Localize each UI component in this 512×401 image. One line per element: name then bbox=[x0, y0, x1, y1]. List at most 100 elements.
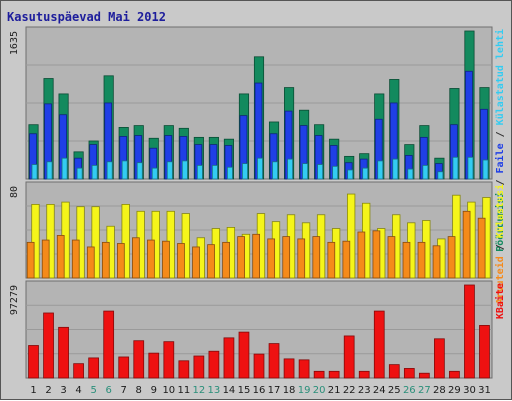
x-tick-label-30: 30 bbox=[463, 385, 476, 396]
legend-entry-kbaite: KBaite bbox=[494, 283, 506, 319]
bar-top-k-lastatud-lehti-24 bbox=[377, 160, 384, 180]
bar-top-k-lastatud-lehti-12 bbox=[196, 165, 203, 180]
bar-top-k-lastatud-lehti-16 bbox=[257, 157, 263, 180]
bar-middle-arvuteid-20 bbox=[312, 236, 321, 279]
bar-middle-arvuteid-31 bbox=[477, 217, 486, 279]
bar-bottom-kbaite-12 bbox=[193, 355, 205, 379]
panel-bottom-ymax-label: 97279 bbox=[9, 285, 20, 315]
bar-bottom-kbaite-5 bbox=[88, 357, 100, 379]
legend-entry-p-rdumisi: Pöördumisi bbox=[494, 192, 506, 252]
bar-middle-arvuteid-22 bbox=[342, 240, 351, 279]
bar-top-k-lastatud-lehti-15 bbox=[242, 163, 248, 180]
bar-bottom-kbaite-11 bbox=[178, 360, 190, 379]
bar-top-k-lastatud-lehti-1 bbox=[31, 164, 38, 180]
bar-top-k-lastatud-lehti-26 bbox=[407, 168, 414, 180]
bar-bottom-kbaite-24 bbox=[373, 310, 385, 379]
bar-middle-külastusi-1 bbox=[31, 203, 40, 279]
bar-middle-arvuteid-21 bbox=[327, 241, 336, 279]
bar-bottom-kbaite-1 bbox=[28, 345, 39, 379]
bar-bottom-kbaite-26 bbox=[403, 368, 415, 379]
bar-middle-arvuteid-16 bbox=[252, 233, 261, 279]
bar-top-k-lastatud-lehti-14 bbox=[226, 166, 233, 180]
bar-middle-arvuteid-23 bbox=[357, 231, 366, 279]
bar-top-k-lastatud-lehti-19 bbox=[302, 163, 309, 180]
bar-bottom-kbaite-10 bbox=[163, 341, 175, 379]
bar-top-k-lastatud-lehti-28 bbox=[437, 171, 444, 180]
x-tick-label-26: 26 bbox=[403, 385, 416, 396]
x-tick-label-4: 4 bbox=[75, 385, 81, 396]
bar-bottom-kbaite-30 bbox=[464, 284, 475, 379]
bar-middle-arvuteid-12 bbox=[192, 246, 200, 279]
legend-entry-k-lastatud-lehti: Külastatud lehti bbox=[494, 29, 506, 125]
x-tick-label-14: 14 bbox=[223, 385, 236, 396]
legend-entry-k-lastusi: Külastusi bbox=[494, 184, 506, 238]
bar-bottom-kbaite-19 bbox=[298, 359, 310, 379]
x-tick-label-21: 21 bbox=[328, 385, 341, 396]
bar-bottom-kbaite-17 bbox=[268, 343, 280, 379]
bar-top-k-lastatud-lehti-4 bbox=[76, 167, 83, 180]
bar-middle-arvuteid-25 bbox=[387, 236, 396, 279]
bar-top-k-lastatud-lehti-3 bbox=[61, 157, 68, 180]
bar-middle-arvuteid-3 bbox=[56, 235, 65, 279]
x-tick-label-15: 15 bbox=[238, 385, 251, 396]
bar-middle-arvuteid-5 bbox=[86, 246, 95, 279]
panel-middle-legend: Arvuteid / Külastusi bbox=[494, 184, 506, 304]
bar-top-k-lastatud-lehti-23 bbox=[362, 167, 369, 180]
bar-middle-arvuteid-28 bbox=[432, 245, 441, 279]
bar-top-k-lastatud-lehti-2 bbox=[46, 161, 53, 180]
bar-middle-arvuteid-24 bbox=[372, 230, 381, 279]
bar-top-k-lastatud-lehti-17 bbox=[272, 161, 278, 180]
x-tick-label-6: 6 bbox=[105, 385, 111, 396]
bar-top-k-lastatud-lehti-11 bbox=[181, 160, 188, 180]
bar-bottom-kbaite-7 bbox=[118, 356, 130, 379]
x-tick-label-18: 18 bbox=[283, 385, 296, 396]
x-tick-label-25: 25 bbox=[388, 385, 401, 396]
legend-separator: / bbox=[495, 238, 506, 256]
bar-top-k-lastatud-lehti-30 bbox=[467, 156, 474, 180]
bar-middle-arvuteid-4 bbox=[71, 239, 80, 279]
panel-top-legend: Pöördumisi / Faile / Külastatud lehti bbox=[494, 29, 506, 252]
bar-bottom-kbaite-21 bbox=[328, 370, 340, 379]
bar-middle-arvuteid-14 bbox=[222, 241, 230, 279]
x-tick-label-20: 20 bbox=[313, 385, 326, 396]
x-tick-label-7: 7 bbox=[121, 385, 127, 396]
bar-middle-külastusi-5 bbox=[91, 206, 100, 279]
x-tick-label-10: 10 bbox=[162, 385, 175, 396]
panel-top-ymax-label: 1635 bbox=[9, 31, 20, 55]
legend-separator: / bbox=[495, 174, 506, 192]
x-tick-label-19: 19 bbox=[298, 385, 311, 396]
bar-bottom-kbaite-23 bbox=[358, 370, 370, 379]
bar-middle-arvuteid-2 bbox=[41, 239, 50, 279]
x-tick-label-8: 8 bbox=[136, 385, 142, 396]
legend-entry-faile: Faile bbox=[494, 143, 506, 173]
bar-middle-arvuteid-30 bbox=[462, 210, 471, 279]
bar-bottom-kbaite-2 bbox=[43, 312, 54, 379]
x-tick-label-2: 2 bbox=[45, 385, 51, 396]
bar-middle-arvuteid-15 bbox=[237, 236, 245, 279]
bar-top-k-lastatud-lehti-13 bbox=[211, 165, 218, 180]
bar-top-k-lastatud-lehti-5 bbox=[91, 165, 98, 180]
x-tick-label-24: 24 bbox=[373, 385, 386, 396]
bar-bottom-kbaite-29 bbox=[449, 370, 460, 379]
panel-bottom-legend: KBaite bbox=[494, 283, 506, 319]
bar-top-k-lastatud-lehti-7 bbox=[121, 160, 128, 180]
bar-bottom-kbaite-22 bbox=[343, 335, 355, 379]
bar-top-k-lastatud-lehti-29 bbox=[452, 156, 459, 180]
bar-bottom-kbaite-31 bbox=[479, 325, 490, 379]
bar-middle-arvuteid-1 bbox=[26, 241, 35, 279]
panel-middle-ymax-label: 80 bbox=[9, 186, 20, 198]
bar-middle-arvuteid-27 bbox=[417, 241, 426, 279]
bar-bottom-kbaite-3 bbox=[58, 326, 69, 379]
x-tick-label-28: 28 bbox=[433, 385, 446, 396]
bar-middle-arvuteid-8 bbox=[132, 237, 140, 279]
bar-bottom-kbaite-9 bbox=[148, 352, 160, 379]
bar-top-k-lastatud-lehti-20 bbox=[317, 164, 324, 180]
bar-bottom-kbaite-6 bbox=[103, 310, 115, 379]
bar-middle-arvuteid-9 bbox=[147, 239, 155, 279]
x-tick-label-23: 23 bbox=[358, 385, 371, 396]
bar-middle-arvuteid-19 bbox=[297, 238, 306, 279]
bar-middle-arvuteid-6 bbox=[101, 241, 110, 279]
bar-bottom-kbaite-28 bbox=[434, 338, 445, 379]
bar-middle-külastusi-22 bbox=[346, 193, 356, 279]
